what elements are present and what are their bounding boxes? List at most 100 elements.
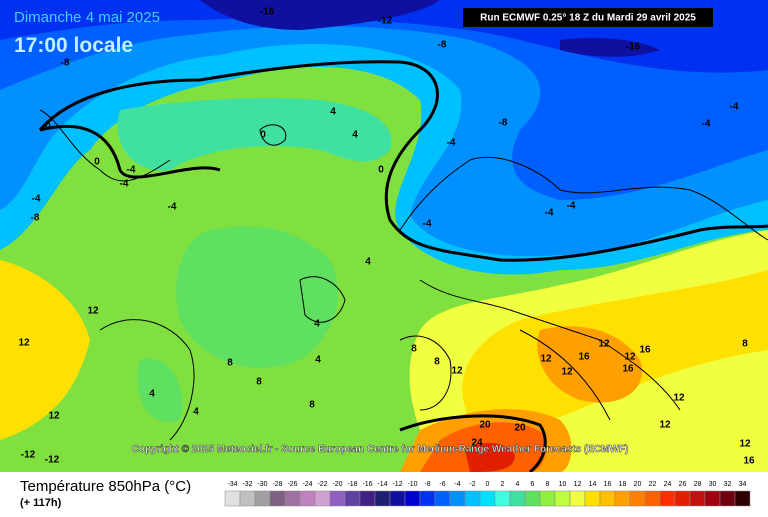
contour-label: -4 [730, 102, 739, 113]
scale-label: -6 [439, 481, 445, 488]
scale-label: 32 [724, 481, 732, 488]
scale-swatch [254, 490, 271, 507]
contour-label: 24 [471, 438, 483, 449]
scale-swatch [389, 490, 406, 507]
contour-label: 8 [309, 400, 315, 411]
thick-contours [38, 60, 768, 474]
scale-swatch [449, 490, 466, 507]
contour-label: 8 [227, 358, 233, 369]
temperature-field [0, 0, 768, 472]
scale-label: -28 [272, 481, 282, 488]
scale-swatch [494, 490, 511, 507]
contour-label: 8 [434, 357, 440, 368]
scale-label: -10 [407, 481, 417, 488]
contour-label: 16 [639, 345, 651, 356]
scale-swatch [539, 490, 556, 507]
contour-labels: -16 -12 -8 -16 -8 -8 -4 -4 0 0 4 4 -4 0 -4 -4 0 -4 -8 -4 -4 -… [18, 7, 755, 467]
scale-label: 34 [739, 481, 747, 488]
contour-label: 12 [659, 420, 671, 431]
scale-label: -16 [362, 481, 372, 488]
scale-label: 18 [619, 481, 627, 488]
scale-swatch [374, 490, 391, 507]
contour-label: 20 [514, 423, 526, 434]
forecast-time: 17:00 locale [14, 34, 133, 57]
contour-label: -4 [545, 208, 554, 219]
contour-label: 4 [193, 407, 199, 418]
scale-label: 28 [694, 481, 702, 488]
scale-swatch [314, 490, 331, 507]
contour-label: 12 [673, 393, 685, 404]
contour-label: 4 [365, 257, 371, 268]
scale-swatch [224, 490, 241, 507]
contour-label: -8 [61, 58, 70, 69]
contour-label: 0 [45, 122, 51, 133]
contour-label: 4 [330, 107, 336, 118]
scale-swatch [269, 490, 286, 507]
scale-swatch [419, 490, 436, 507]
scale-swatch [719, 490, 736, 507]
scale-label: -34 [227, 481, 237, 488]
scale-swatch [629, 490, 646, 507]
contour-label: 8 [256, 377, 262, 388]
scale-swatch [284, 490, 301, 507]
scale-label: 22 [649, 481, 657, 488]
scale-swatch [674, 490, 691, 507]
contour-label: 12 [540, 354, 552, 365]
scale-label: 6 [531, 481, 535, 488]
scale-label: -22 [317, 481, 327, 488]
scale-swatch [359, 490, 376, 507]
contour-label: 8 [411, 344, 417, 355]
contour-label: 20 [479, 420, 491, 431]
scale-swatch [614, 490, 631, 507]
scale-swatch [599, 490, 616, 507]
scale-swatch [509, 490, 526, 507]
scale-swatch [479, 490, 496, 507]
contour-label: 4 [352, 130, 358, 141]
contour-label: 4 [314, 319, 320, 330]
contour-label: 12 [451, 366, 463, 377]
contour-label: -8 [31, 213, 40, 224]
scale-label: -26 [287, 481, 297, 488]
scale-swatch [689, 490, 706, 507]
scale-swatch [734, 490, 751, 507]
contour-label: 0 [94, 157, 100, 168]
contour-label: 12 [18, 338, 30, 349]
color-scale: -34 -32 -30 -28 -26 -24 -22 -20 -18 -16 -14 -12 -10-… [224, 481, 751, 507]
scale-swatch [704, 490, 721, 507]
scale-label: -12 [392, 481, 402, 488]
copyright: Copyright © 2025 Meteociel.fr - Source E… [132, 444, 629, 455]
scale-label: 2 [501, 481, 505, 488]
contour-label: 16 [743, 456, 755, 467]
scale-label: 8 [546, 481, 550, 488]
scale-swatch [659, 490, 676, 507]
scale-label: -20 [332, 481, 342, 488]
contour-label: 8 [742, 339, 748, 350]
scale-swatch [434, 490, 451, 507]
contour-label: -4 [127, 165, 136, 176]
contour-label: -4 [168, 202, 177, 213]
scale-label: -24 [302, 481, 312, 488]
contour-label: 12 [48, 411, 60, 422]
contour-label: 12 [598, 339, 610, 350]
scale-swatch [569, 490, 586, 507]
scale-label: -32 [242, 481, 252, 488]
contour-label: 12 [561, 367, 573, 378]
scale-swatch [344, 490, 361, 507]
scale-swatch [464, 490, 481, 507]
contour-label: 12 [739, 439, 751, 450]
scale-swatch [404, 490, 421, 507]
scale-label: 24 [664, 481, 672, 488]
scale-swatch [239, 490, 256, 507]
scale-swatch [524, 490, 541, 507]
forecast-date: Dimanche 4 mai 2025 [14, 9, 160, 26]
scale-label: -30 [257, 481, 267, 488]
scale-label: 30 [709, 481, 717, 488]
contour-label: 4 [315, 355, 321, 366]
scale-label: 20 [634, 481, 642, 488]
contour-label: -12 [378, 16, 393, 27]
contour-label: -16 [626, 42, 641, 53]
contour-label: 16 [578, 352, 590, 363]
scale-label: 14 [589, 481, 597, 488]
contour-label: 0 [378, 165, 384, 176]
